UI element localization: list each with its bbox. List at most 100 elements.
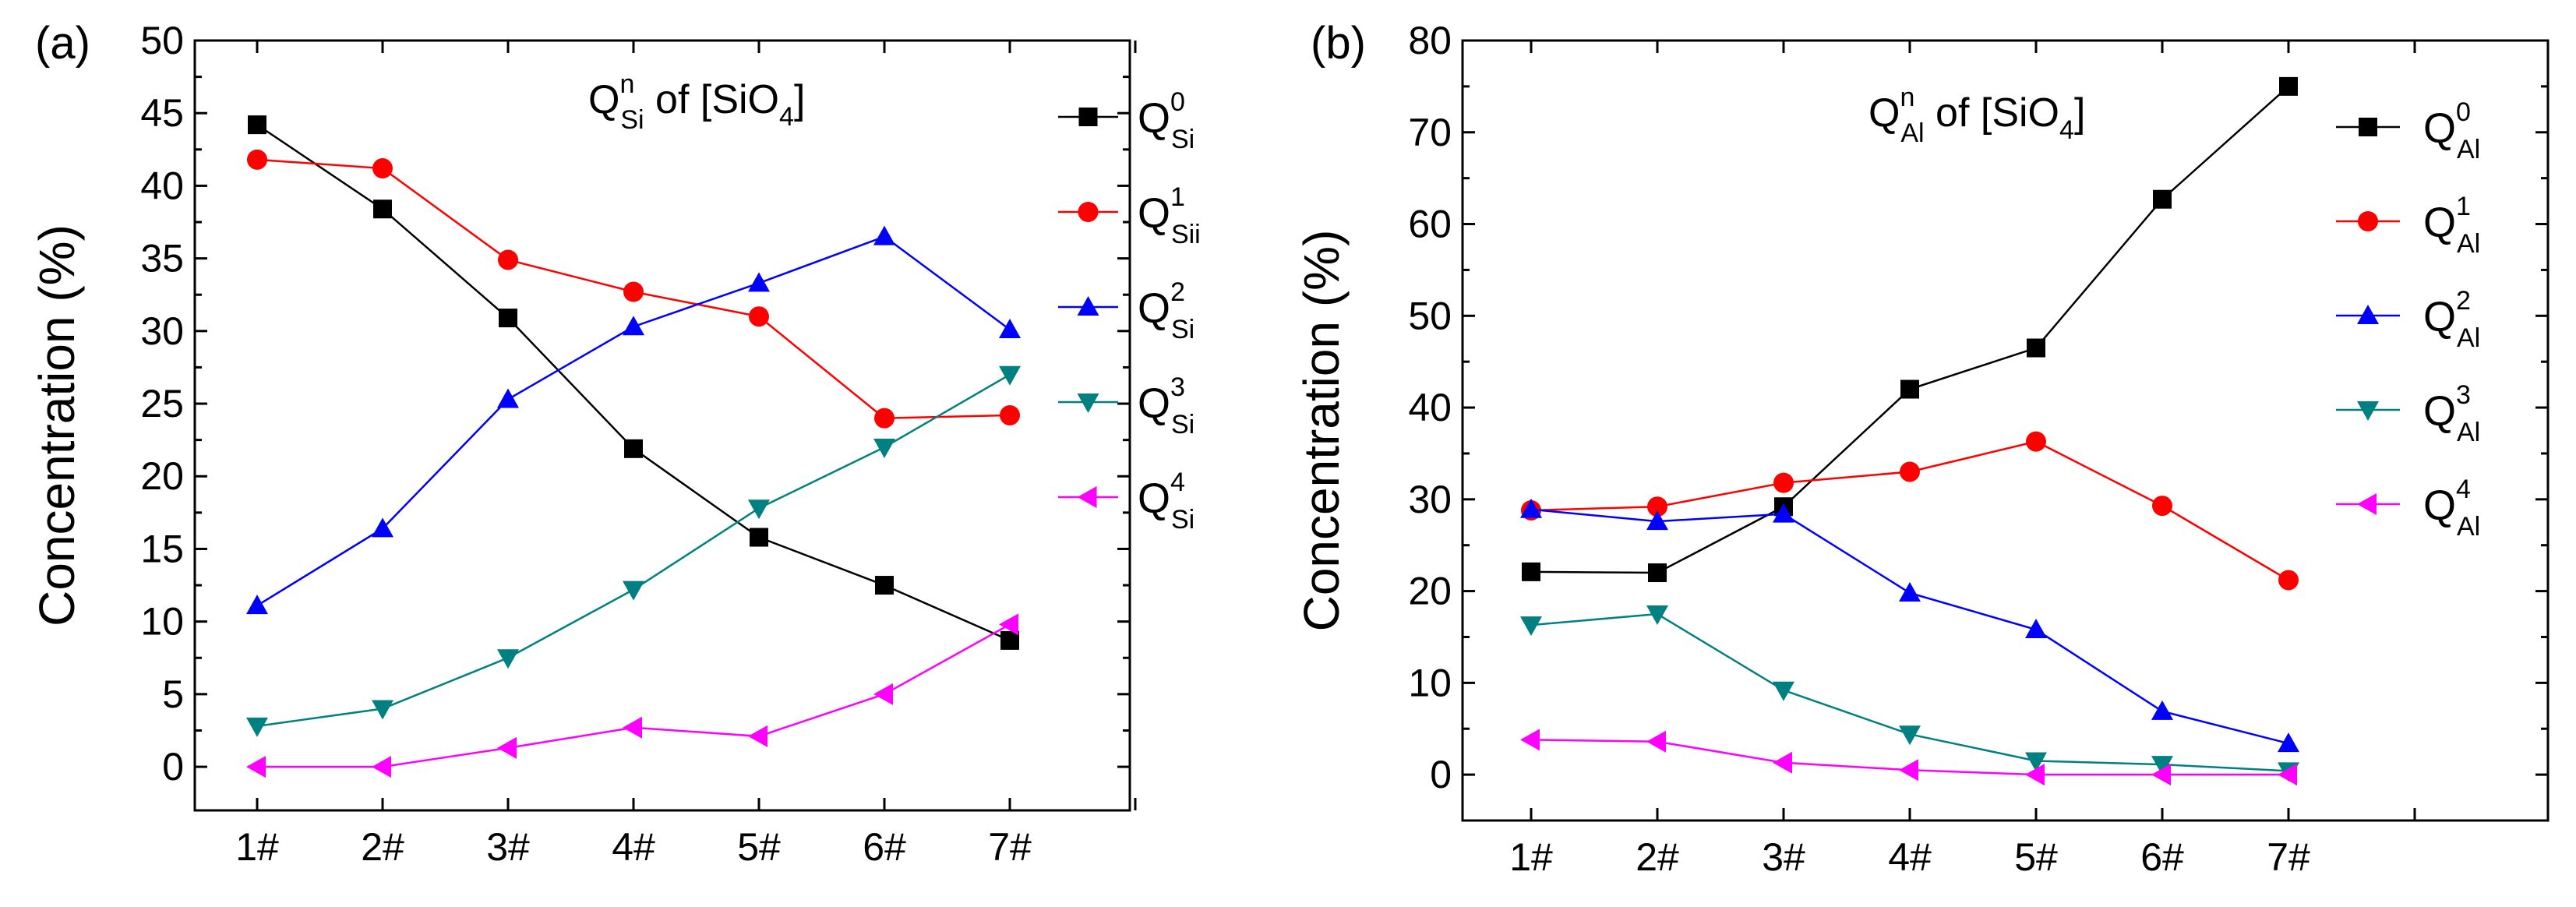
data-point-b-2-3 [1899, 581, 1921, 602]
x-tick-label: 6# [2140, 835, 2184, 879]
data-point-b-0-4 [2027, 338, 2045, 358]
data-point-a-0-1 [373, 199, 392, 219]
chart-title-a: Qn Si of [SiO4] [588, 69, 805, 135]
data-point-b-4-3 [1899, 759, 1918, 782]
plot-frame-a [193, 39, 1131, 812]
data-point-b-0-0 [1522, 562, 1540, 581]
data-point-a-4-2 [497, 736, 517, 759]
data-point-a-2-2 [497, 388, 519, 408]
panel-label-a: (a) [35, 18, 90, 69]
legend-marker-a-4 [1077, 486, 1097, 508]
y-tick-label: 60 [1408, 203, 1452, 246]
panel-label-b: (b) [1311, 18, 1366, 69]
data-point-a-4-6 [999, 613, 1018, 636]
y-tick-label: 80 [1408, 19, 1452, 62]
data-point-a-4-0 [246, 756, 266, 778]
y-tick-label: 10 [140, 600, 184, 644]
data-point-a-3-3 [623, 581, 644, 601]
data-point-b-2-0 [1520, 498, 1542, 518]
series-line-b-0 [1530, 85, 2289, 574]
chart-title-b: Qn Al of [SiO4] [1868, 83, 2085, 148]
data-point-a-2-3 [623, 316, 644, 336]
legend-marker-b-4 [2357, 493, 2377, 515]
plot-frame-b [1461, 39, 2550, 822]
data-point-b-4-5 [2151, 764, 2171, 786]
y-tick-label: 50 [140, 19, 184, 62]
chart-a: 0 5 10 15 20 25 30 35 40 45 50 1# 2# 3# 4# 5# 6# 7# (a) Con… [29, 18, 1201, 869]
legend-marker-a-3 [1077, 394, 1099, 413]
x-tick-label: 5# [2014, 835, 2058, 879]
data-point-a-2-0 [246, 595, 268, 615]
data-point-a-4-3 [623, 716, 642, 739]
data-point-b-4-2 [1773, 751, 1792, 774]
data-point-a-4-1 [372, 756, 391, 778]
data-point-b-2-1 [1646, 510, 1668, 531]
data-point-a-1-0 [247, 149, 267, 170]
y-axis-label-b: Concentration (%) [1293, 230, 1350, 632]
x-tick-label: 1# [235, 825, 279, 869]
data-point-b-4-1 [1646, 730, 1666, 753]
data-point-a-3-6 [999, 365, 1021, 386]
y-tick-label: 25 [140, 382, 184, 425]
data-point-a-0-4 [750, 528, 768, 547]
series-line-a-4 [257, 623, 1011, 768]
data-point-a-1-1 [372, 158, 393, 179]
data-point-a-3-0 [246, 717, 268, 737]
data-point-b-3-5 [2151, 756, 2173, 776]
series-line-b-2 [1530, 508, 2289, 745]
data-point-b-2-6 [2278, 732, 2299, 753]
data-point-b-1-2 [1773, 472, 1794, 493]
y-tick-label: 0 [162, 745, 184, 789]
data-point-a-1-5 [874, 408, 895, 429]
legend-label-b-1: Q1 Al [2423, 192, 2480, 259]
y-tick-label: 50 [1408, 294, 1452, 337]
y-tick-label: 5 [162, 672, 184, 716]
data-point-a-1-3 [623, 281, 644, 302]
data-point-b-2-4 [2025, 619, 2047, 639]
data-point-b-3-0 [1520, 616, 1542, 637]
data-point-b-1-4 [2026, 431, 2046, 452]
x-tick-label: 3# [486, 825, 530, 869]
data-point-a-2-5 [873, 225, 895, 245]
y-tick-label: 15 [140, 527, 184, 570]
data-point-a-3-4 [748, 499, 770, 520]
x-tick-label: 1# [1509, 835, 1553, 879]
y-tick-label: 30 [140, 309, 184, 353]
series-line-a-3 [256, 373, 1011, 728]
data-point-b-3-1 [1646, 605, 1668, 626]
data-point-a-1-6 [1000, 404, 1020, 425]
data-point-b-4-0 [1520, 729, 1540, 751]
y-tick-label: 35 [140, 237, 184, 281]
y-tick-label: 45 [140, 91, 184, 135]
x-tick-label: 6# [863, 825, 906, 869]
y-tick-label: 0 [1430, 753, 1452, 796]
data-point-b-3-3 [1899, 725, 1921, 746]
legend-label-a-0: Q0 Si [1138, 87, 1194, 154]
y-tick-label: 30 [1408, 478, 1452, 521]
legend-marker-b-1 [2358, 211, 2378, 231]
data-point-b-4-4 [2025, 764, 2045, 786]
data-point-b-1-5 [2152, 496, 2172, 517]
y-tick-label: 20 [140, 454, 184, 498]
y-axis-label-a: Concentration (%) [29, 224, 85, 626]
data-point-a-0-5 [875, 576, 894, 595]
data-point-b-0-6 [2279, 76, 2298, 96]
legend-marker-a-1 [1078, 202, 1099, 222]
data-point-b-1-1 [1647, 496, 1667, 517]
x-tick-label: 2# [361, 825, 404, 869]
data-point-a-0-0 [248, 115, 266, 135]
data-point-a-3-5 [873, 438, 895, 458]
series-line-a-0 [256, 124, 1011, 642]
data-point-a-3-2 [497, 649, 519, 669]
x-tick-label: 4# [1888, 835, 1932, 879]
data-point-a-4-5 [873, 683, 893, 705]
legend-label-b-0: Q0 Al [2423, 97, 2480, 164]
data-point-b-2-2 [1773, 503, 1794, 523]
data-point-b-1-3 [1900, 461, 1920, 482]
data-point-b-2-5 [2151, 700, 2173, 720]
data-point-a-1-4 [749, 306, 769, 327]
x-tick-label: 4# [612, 825, 655, 869]
x-tick-label: 2# [1636, 835, 1679, 879]
y-tick-label: 20 [1408, 570, 1452, 613]
